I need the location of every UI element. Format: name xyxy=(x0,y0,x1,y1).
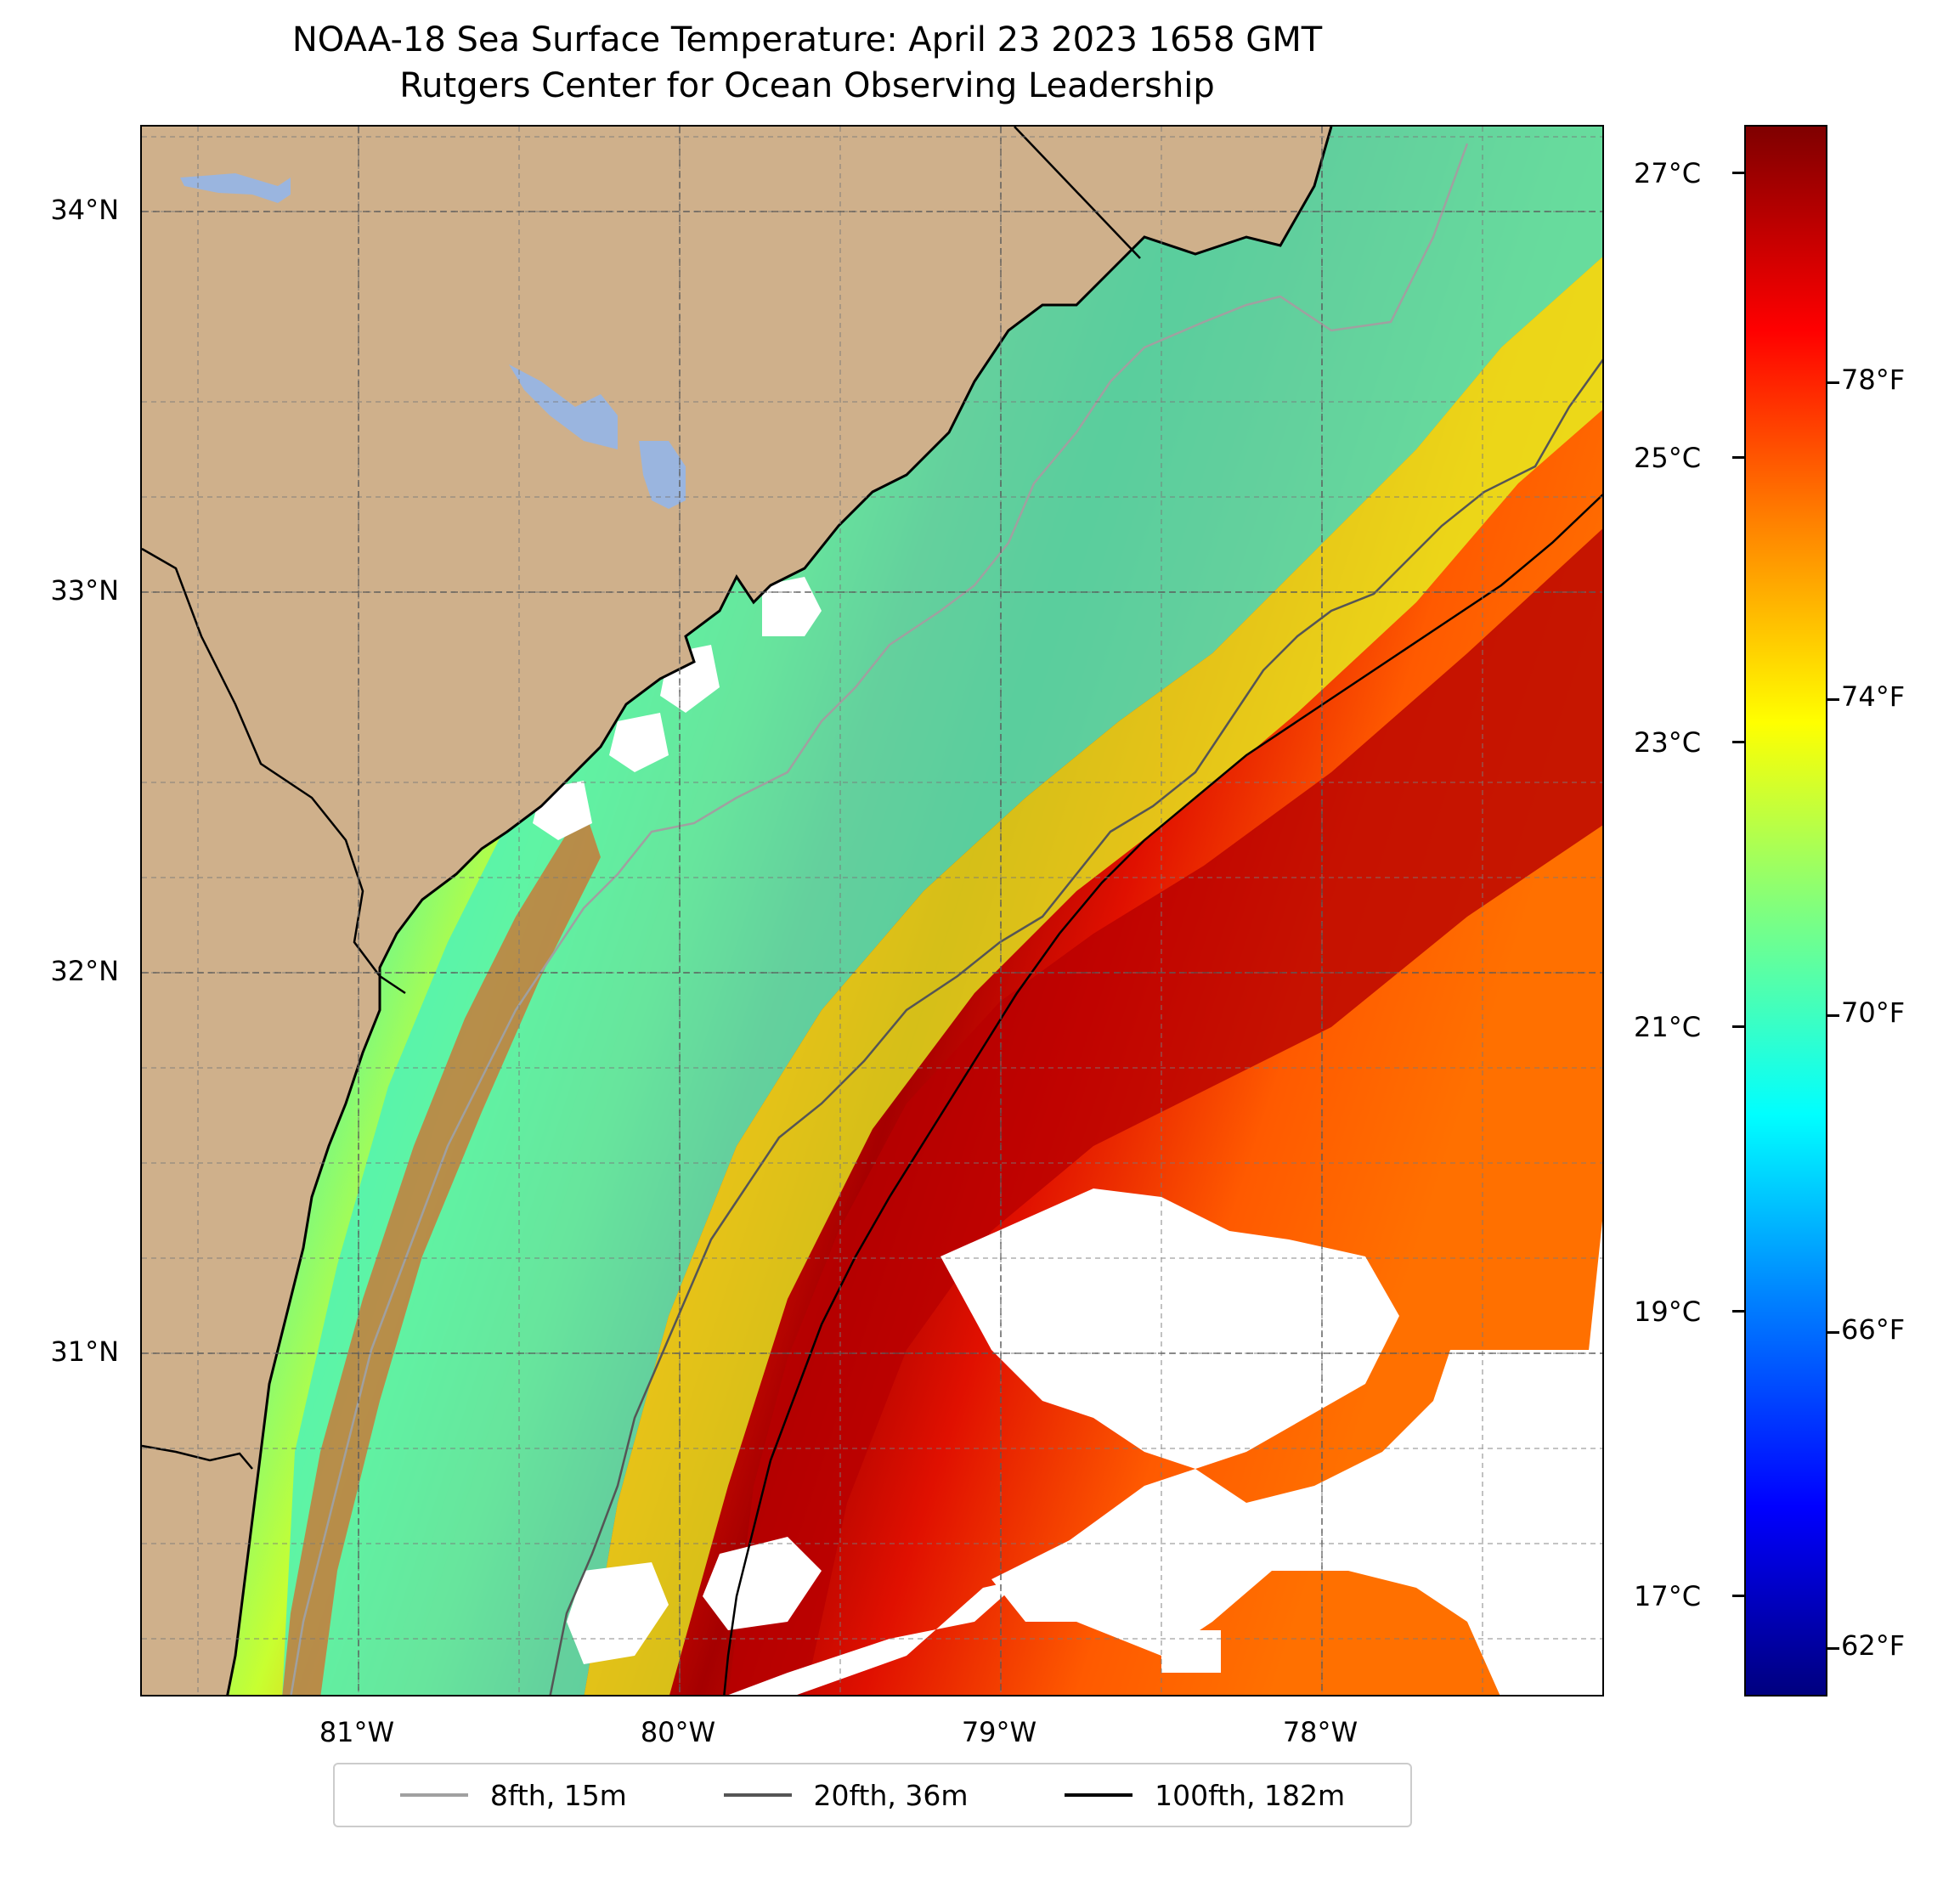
isobath-100fth-182m xyxy=(723,494,1602,1695)
chart-subtitle: Rutgers Center for Ocean Observing Leade… xyxy=(399,66,1215,105)
sst-map xyxy=(140,125,1604,1697)
celsius-tick-23: 23°C xyxy=(1634,726,1702,759)
fahrenheit-tick-78: 78°F xyxy=(1841,364,1906,396)
isobath-8fth-15m xyxy=(290,143,1469,1695)
nearshore-warm-water xyxy=(282,806,601,1695)
fahrenheit-tick-70: 70°F xyxy=(1841,996,1906,1029)
legend-item-8fth: 8fth, 15m xyxy=(399,1778,627,1812)
x-tick-label-79w: 79°W xyxy=(961,1716,1037,1748)
y-tick-label-32n: 32°N xyxy=(50,955,119,987)
legend: 8fth, 15m 20fth, 36m 100fth, 182m xyxy=(333,1763,1412,1827)
x-tick-label-80w: 80°W xyxy=(640,1716,716,1748)
celsius-tick-27: 27°C xyxy=(1634,157,1702,189)
x-tick-label-78w: 78°W xyxy=(1282,1716,1358,1748)
shelf-cool-water xyxy=(282,127,1602,1695)
transition-warm-water xyxy=(584,257,1602,1695)
fahrenheit-tick-62: 62°F xyxy=(1841,1629,1906,1662)
y-tick-label-31n: 31°N xyxy=(50,1335,119,1368)
sst-map-svg xyxy=(142,127,1602,1695)
legend-swatch-8fth xyxy=(399,1793,468,1797)
legend-label-8fth: 8fth, 15m xyxy=(489,1778,627,1812)
state-borders xyxy=(142,127,1141,1470)
colorbar xyxy=(1732,125,1839,1697)
celsius-tick-19: 19°C xyxy=(1634,1296,1702,1328)
legend-label-100fth: 100fth, 182m xyxy=(1155,1778,1346,1812)
legend-swatch-20fth xyxy=(723,1793,792,1797)
legend-label-20fth: 20fth, 36m xyxy=(813,1778,969,1812)
gulf-stream-core xyxy=(728,528,1602,1695)
major-gridlines xyxy=(142,127,1602,1695)
y-tick-label-34n: 34°N xyxy=(50,194,119,226)
chart-title: NOAA-18 Sea Surface Temperature: April 2… xyxy=(291,20,1323,59)
fahrenheit-tick-74: 74°F xyxy=(1841,680,1906,713)
fahrenheit-tick-66: 66°F xyxy=(1841,1313,1906,1346)
legend-item-100fth: 100fth, 182m xyxy=(1065,1779,1345,1812)
legend-item-20fth: 20fth, 36m xyxy=(723,1778,969,1812)
coastline xyxy=(226,127,1333,1695)
celsius-tick-21: 21°C xyxy=(1634,1011,1702,1043)
celsius-tick-17: 17°C xyxy=(1634,1580,1702,1612)
x-tick-label-81w: 81°W xyxy=(319,1716,395,1748)
y-tick-label-33n: 33°N xyxy=(50,574,119,607)
celsius-tick-25: 25°C xyxy=(1634,442,1702,474)
isobath-20fth-36m xyxy=(549,358,1602,1695)
land xyxy=(142,127,1331,1695)
legend-swatch-100fth xyxy=(1065,1793,1133,1797)
lakes xyxy=(180,173,686,509)
